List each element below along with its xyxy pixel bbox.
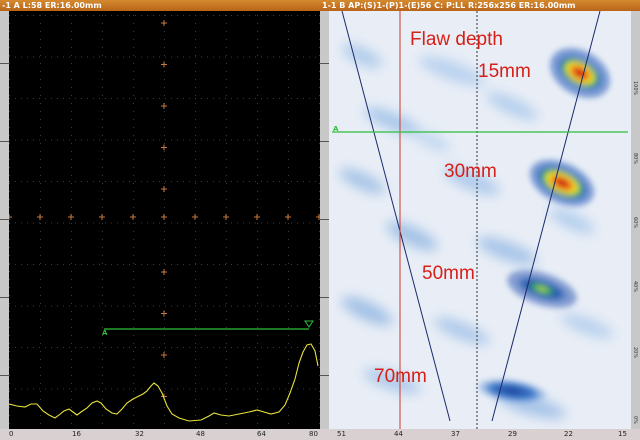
gate-a-end-marker: [304, 320, 314, 328]
flaw-depth-heading: Flaw depth: [410, 29, 503, 50]
ascan-x-tick: 64: [257, 430, 266, 438]
gate-a-label: A: [102, 329, 108, 337]
gate-a-label: A: [333, 125, 339, 133]
beam-right-boundary: [491, 11, 601, 422]
grid-cross-marker: [161, 20, 167, 26]
bscan-horizontal-ruler: 51 44 37 29 22 15: [320, 429, 640, 440]
ascan-x-tick: 32: [135, 430, 144, 438]
ascan-plot[interactable]: A: [9, 11, 320, 429]
flaw-indication-30mm: [530, 159, 594, 207]
bscan-x-tick: 44: [394, 430, 403, 438]
flaw-indication-15mm: [550, 48, 610, 98]
amplitude-scale-label: 100%: [632, 81, 638, 96]
grid-cross-marker: [254, 214, 260, 220]
ascan-grid-dots: [9, 15, 320, 424]
grid-cross-marker: [99, 214, 105, 220]
grid-cross-marker: [161, 144, 167, 151]
bscan-amplitude-scale: 100% 80% 60% 40% 20% 0%: [631, 11, 640, 429]
grid-cross-marker: [37, 214, 43, 220]
amplitude-scale-label: 40%: [632, 281, 638, 293]
grid-cross-marker: [285, 214, 291, 220]
grid-cross-marker: [161, 61, 167, 68]
grid-cross-marker: [9, 214, 12, 220]
ascan-graphic: [9, 15, 320, 424]
bscan-panel[interactable]: 1-1 B AP:(S)1-(P)1-(E)56 C: P:LL R:256x2…: [320, 0, 640, 440]
ascan-title-bar: -1 A L:58 ER:16.00mm: [0, 0, 320, 11]
grid-cross-marker: [161, 269, 167, 275]
ascan-signal-trace: [9, 343, 319, 422]
flaw-depth-30mm-label: 30mm: [444, 161, 497, 182]
grid-cross-marker: [68, 214, 74, 220]
flaw-indication-50mm: [507, 270, 577, 308]
bscan-x-tick: 29: [508, 430, 517, 438]
bscan-x-tick: 51: [337, 430, 346, 438]
flaw-depth-70mm-label: 70mm: [374, 366, 427, 387]
grid-cross-marker: [130, 214, 136, 220]
amplitude-scale-label: 60%: [632, 217, 638, 229]
bscan-graphic: [332, 11, 628, 429]
grid-cross-marker: [192, 214, 198, 220]
bscan-plot[interactable]: A Flaw depth 15mm 30mm 50mm 70mm: [332, 11, 628, 429]
ascan-x-tick: 80: [309, 430, 318, 438]
grid-cross-marker: [223, 214, 229, 220]
amplitude-scale-label: 0%: [632, 416, 638, 424]
bscan-vertical-ruler: [320, 11, 329, 429]
ascan-x-tick: 16: [72, 430, 81, 438]
amplitude-scale-label: 80%: [632, 153, 638, 165]
flaw-indication-70mm: [474, 377, 550, 405]
grid-cross-marker: [161, 186, 167, 192]
bscan-title-bar: 1-1 B AP:(S)1-(P)1-(E)56 C: P:LL R:256x2…: [320, 0, 640, 11]
grid-cross-marker: [161, 214, 167, 220]
ascan-panel[interactable]: -1 A L:58 ER:16.00mm A 0 16 32 48 64 80: [0, 0, 320, 440]
amplitude-scale-label: 20%: [632, 347, 638, 359]
beam-left-boundary: [341, 11, 451, 422]
grid-cross-marker: [316, 214, 320, 220]
bscan-x-tick: 37: [451, 430, 460, 438]
ascan-x-tick: 0: [9, 430, 14, 438]
grid-cross-marker: [161, 310, 167, 317]
flaw-depth-15mm-label: 15mm: [478, 61, 531, 82]
ascan-vertical-ruler: [0, 11, 9, 429]
ascan-x-tick: 48: [196, 430, 205, 438]
grid-cross-marker: [161, 352, 167, 358]
bscan-x-tick: 15: [618, 430, 627, 438]
ascan-horizontal-ruler: 0 16 32 48 64 80: [0, 429, 320, 440]
flaw-depth-50mm-label: 50mm: [422, 263, 475, 284]
grid-cross-marker: [161, 103, 167, 109]
bscan-x-tick: 22: [564, 430, 573, 438]
